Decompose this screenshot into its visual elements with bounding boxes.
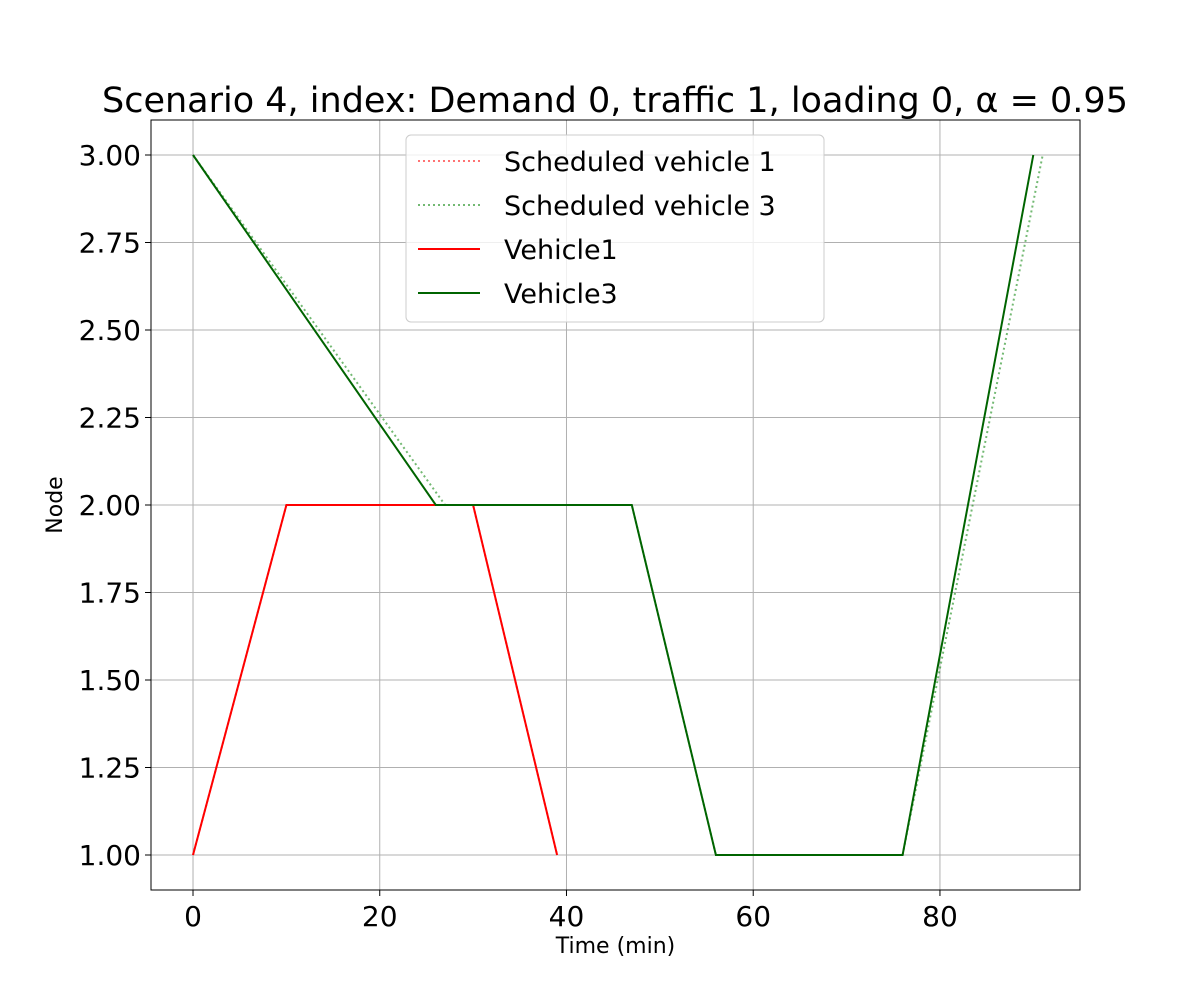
y-tick-label: 3.00 bbox=[79, 139, 141, 172]
x-tick-label: 80 bbox=[922, 900, 958, 933]
x-tick-label: 20 bbox=[362, 900, 398, 933]
y-tick-label: 1.75 bbox=[79, 577, 141, 610]
series-line-vehicle3 bbox=[192, 154, 1035, 856]
y-tick-label: 2.75 bbox=[79, 227, 141, 260]
chart-title: Scenario 4, index: Demand 0, traffic 1, … bbox=[102, 81, 1128, 121]
series-line-vehicle1 bbox=[192, 504, 559, 856]
y-axis-label: Node bbox=[43, 476, 68, 533]
series-layer bbox=[192, 154, 1044, 856]
y-tick-label: 2.00 bbox=[79, 489, 141, 522]
legend-label: Scheduled vehicle 1 bbox=[504, 147, 776, 178]
y-tick-label: 1.00 bbox=[79, 839, 141, 872]
y-tick-label: 2.50 bbox=[79, 314, 141, 347]
y-tick-label: 2.25 bbox=[79, 402, 141, 435]
x-axis-label: Time (min) bbox=[555, 934, 676, 959]
legend-label: Scheduled vehicle 3 bbox=[504, 191, 776, 222]
x-tick-label: 0 bbox=[184, 900, 202, 933]
y-tick-label: 1.50 bbox=[79, 664, 141, 697]
legend-box bbox=[405, 134, 825, 323]
ticks: 0 20 40 60 80 1.00 1.25 1.50 1.75 2.00 2.25 2.50 2.7… bbox=[79, 139, 958, 933]
x-tick-label: 40 bbox=[549, 900, 585, 933]
y-tick-label: 1.25 bbox=[79, 752, 141, 785]
legend-label: Vehicle3 bbox=[504, 279, 618, 310]
x-tick-label: 60 bbox=[735, 900, 771, 933]
legend: Scheduled vehicle 1 Scheduled vehicle 3 Ve… bbox=[405, 134, 825, 323]
legend-label: Vehicle1 bbox=[504, 235, 618, 266]
